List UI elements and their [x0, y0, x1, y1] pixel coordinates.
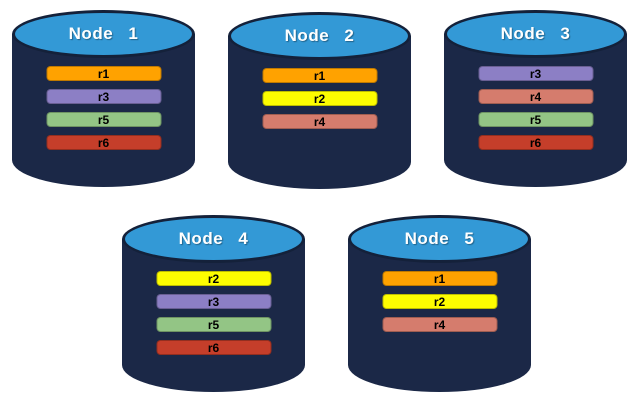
replica-bar: r1	[382, 271, 497, 286]
replica-list: r3 r4 r5 r6	[478, 66, 593, 150]
replica-label: r5	[207, 317, 220, 332]
node-cylinder: Node 2 r1 r2 r4	[228, 12, 411, 189]
replica-bar: r6	[156, 340, 271, 355]
replica-label: r3	[207, 294, 220, 309]
replica-label: r2	[207, 271, 220, 286]
replica-list: r1 r2 r4	[382, 271, 497, 332]
cylinder-top-ellipse: Node 2	[228, 12, 411, 60]
node-title: Node 3	[500, 24, 571, 43]
replica-label: r1	[97, 66, 110, 81]
replica-list: r1 r3 r5 r6	[46, 66, 161, 150]
node-title: Node 5	[404, 229, 475, 248]
cylinder-top-ellipse: Node 4	[122, 215, 305, 263]
node-title: Node 2	[284, 26, 355, 45]
replica-bar: r5	[478, 112, 593, 127]
replica-bar: r5	[156, 317, 271, 332]
replica-bar: r6	[46, 135, 161, 150]
node-cylinder: Node 4 r2 r3 r5 r6	[122, 215, 305, 392]
cylinder-body	[12, 34, 195, 187]
replica-bar: r2	[156, 271, 271, 286]
replica-label: r6	[529, 135, 542, 150]
replica-bar: r4	[478, 89, 593, 104]
replica-bar: r3	[478, 66, 593, 81]
cylinder-top-ellipse: Node 5	[348, 215, 531, 263]
replica-bar: r1	[262, 68, 377, 83]
replica-label: r5	[97, 112, 110, 127]
replica-label: r4	[313, 114, 326, 129]
replica-label: r1	[433, 271, 446, 286]
node-cylinder: Node 3 r3 r4 r5 r6	[444, 10, 627, 187]
replica-list: r1 r2 r4	[262, 68, 377, 129]
replica-bar: r2	[382, 294, 497, 309]
replica-label: r2	[313, 91, 326, 106]
replica-bar: r4	[382, 317, 497, 332]
replica-label: r2	[433, 294, 446, 309]
cylinder-body	[228, 36, 411, 189]
replica-label: r3	[529, 66, 542, 81]
cylinder-body	[348, 239, 531, 392]
node-cylinder: Node 5 r1 r2 r4	[348, 215, 531, 392]
replica-bar: r4	[262, 114, 377, 129]
node-title: Node 4	[178, 229, 249, 248]
replica-label: r3	[97, 89, 110, 104]
replica-bar: r1	[46, 66, 161, 81]
cylinder-top-ellipse: Node 1	[12, 10, 195, 58]
replica-label: r1	[313, 68, 326, 83]
node-cylinder: Node 1 r1 r3 r5 r6	[12, 10, 195, 187]
replica-label: r6	[207, 340, 220, 355]
replica-label: r4	[529, 89, 542, 104]
replica-label: r6	[97, 135, 110, 150]
replica-bar: r5	[46, 112, 161, 127]
replica-label: r5	[529, 112, 542, 127]
replica-bar: r3	[46, 89, 161, 104]
cylinder-body	[122, 239, 305, 392]
cylinder-body	[444, 34, 627, 187]
replica-list: r2 r3 r5 r6	[156, 271, 271, 355]
cylinder-top-ellipse: Node 3	[444, 10, 627, 58]
node-title: Node 1	[68, 24, 139, 43]
replica-bar: r3	[156, 294, 271, 309]
replica-bar: r2	[262, 91, 377, 106]
replica-label: r4	[433, 317, 446, 332]
replica-bar: r6	[478, 135, 593, 150]
